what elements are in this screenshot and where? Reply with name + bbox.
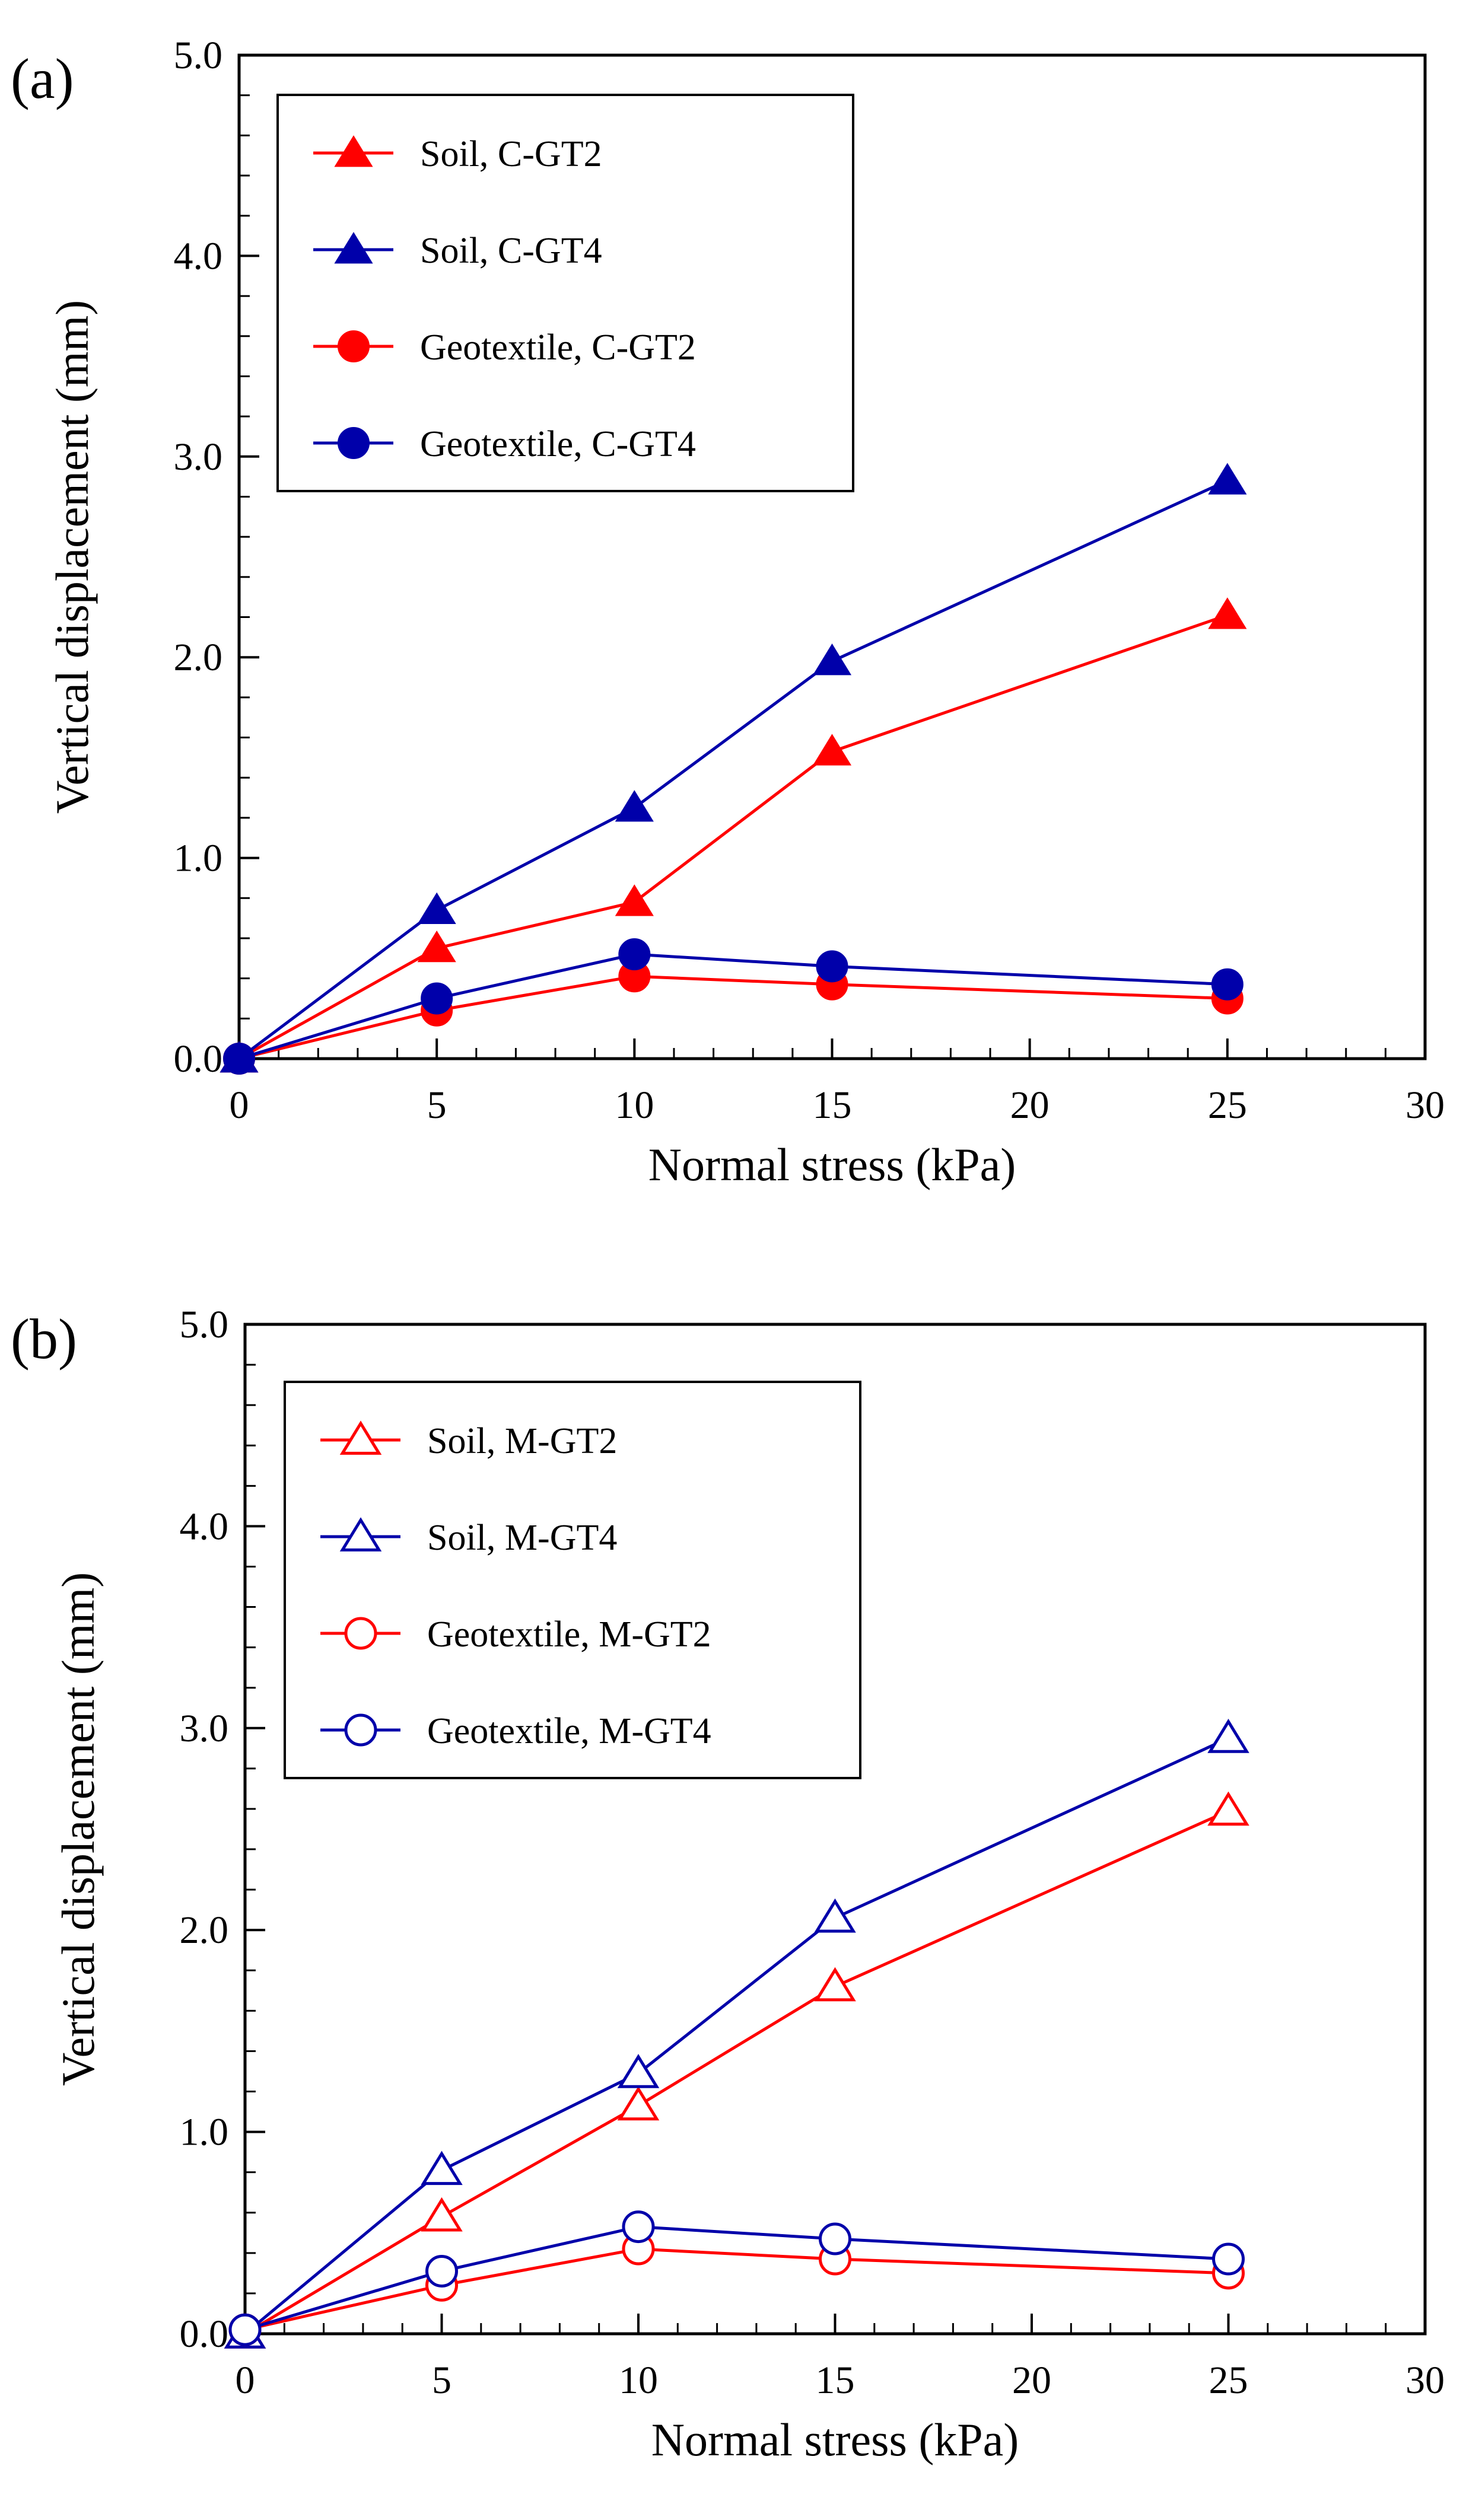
legend-label: Soil, M-GT2 [427, 1421, 617, 1461]
data-point [615, 790, 654, 822]
data-point [1212, 2242, 1245, 2276]
y-tick-label: 3.0 [180, 1707, 229, 1750]
legend-label: Soil, C-GT4 [420, 231, 602, 271]
data-point [816, 950, 848, 983]
x-tick-label: 5 [432, 2359, 451, 2402]
legend-label: Soil, C-GT2 [420, 134, 602, 174]
legend-label: Geotextile, M-GT4 [427, 1711, 711, 1751]
series-line [238, 479, 1228, 1060]
data-point [421, 982, 453, 1015]
x-tick-label: 15 [813, 1084, 852, 1127]
data-point [617, 2086, 660, 2121]
legend-item: Geotextile, M-GT2 [320, 1614, 711, 1655]
series-0 [224, 1791, 1249, 2349]
data-point [819, 2222, 851, 2255]
legend-label: Soil, M-GT4 [427, 1518, 617, 1558]
data-point [1208, 463, 1247, 495]
data-point [228, 2313, 262, 2346]
legend-marker [334, 232, 373, 264]
legend-item: Geotextile, C-GT2 [313, 327, 696, 368]
series-line [244, 2247, 1229, 2331]
y-tick-label: 4.0 [174, 234, 223, 278]
y-tick-label: 5.0 [180, 1303, 229, 1346]
data-point [1208, 597, 1247, 629]
legend: Soil, C-GT2 Soil, C-GT4 Geotextile, C-GT2 G… [276, 94, 854, 492]
x-tick-label: 10 [619, 2359, 658, 2402]
legend-marker [338, 330, 370, 362]
series-3 [223, 938, 1244, 1075]
data-point [421, 2151, 463, 2186]
x-tick-label: 20 [1010, 1084, 1050, 1127]
legend-label: Geotextile, M-GT2 [427, 1614, 711, 1655]
y-tick-label: 3.0 [174, 435, 223, 479]
y-axis-label: Vertical displacement (mm) [46, 300, 98, 814]
x-tick-label: 0 [230, 1084, 249, 1127]
legend-label: Geotextile, C-GT2 [420, 327, 696, 368]
legend: Soil, M-GT2 Soil, M-GT4 Geotextile, M-GT2 G… [284, 1381, 861, 1779]
legend-frame [284, 1381, 861, 1779]
data-point [1207, 1791, 1249, 1826]
y-tick-label: 5.0 [174, 34, 223, 77]
chart-panel-0: (a) 0.0 1.0 2.0 3.0 4.0 5.0 0 5 10 15 20 25 30 Normal … [11, 34, 1445, 1190]
x-tick-label: 30 [1405, 2359, 1445, 2402]
x-tick-label: 15 [816, 2359, 855, 2402]
data-point [618, 938, 651, 971]
data-point [814, 1967, 856, 2002]
data-point [622, 2210, 655, 2244]
legend-marker [339, 1517, 382, 1551]
x-tick-label: 30 [1405, 1084, 1445, 1127]
x-axis-label: Normal stress (kPa) [648, 1139, 1016, 1190]
legend-marker [338, 427, 370, 459]
y-axis-label: Vertical displacement (mm) [52, 1572, 104, 2086]
x-axis-label: Normal stress (kPa) [651, 2414, 1019, 2465]
data-point [617, 2054, 660, 2088]
legend-marker [344, 1617, 377, 1650]
legend-marker [339, 1420, 382, 1455]
data-point [814, 1898, 856, 1933]
data-point [223, 1043, 255, 1075]
data-point [615, 884, 654, 916]
legend-item: Soil, C-GT4 [313, 231, 602, 271]
legend-item: Soil, C-GT2 [313, 134, 602, 174]
y-tick-label: 2.0 [174, 636, 223, 679]
series-3 [228, 2210, 1245, 2346]
legend-item: Geotextile, C-GT4 [313, 424, 696, 464]
legend-marker [334, 135, 373, 167]
x-tick-label: 20 [1012, 2359, 1051, 2402]
series-0 [220, 597, 1247, 1073]
data-point [1211, 968, 1244, 1001]
x-tick-label: 0 [236, 2359, 255, 2402]
y-tick-label: 1.0 [180, 2111, 229, 2154]
data-point [417, 892, 456, 924]
data-point [1207, 1719, 1249, 1753]
x-tick-label: 10 [615, 1084, 654, 1127]
series-line [238, 974, 1228, 1060]
y-tick-label: 4.0 [180, 1505, 229, 1548]
data-point [425, 2254, 458, 2288]
legend-label: Geotextile, C-GT4 [420, 424, 696, 464]
data-point [812, 643, 852, 676]
x-tick-label: 5 [427, 1084, 447, 1127]
legend-item: Soil, M-GT4 [320, 1517, 617, 1558]
data-point [812, 734, 852, 766]
x-tick-label: 25 [1209, 2359, 1248, 2402]
legend-item: Geotextile, M-GT4 [320, 1711, 711, 1751]
chart-panel-1: (b) 0.0 1.0 2.0 3.0 4.0 5.0 0 5 10 15 20 25 30 Normal … [11, 1303, 1445, 2465]
y-tick-label: 0.0 [180, 2312, 229, 2356]
legend-item: Soil, M-GT2 [320, 1420, 617, 1461]
y-tick-label: 0.0 [174, 1037, 223, 1081]
legend-frame [276, 94, 854, 492]
y-tick-label: 2.0 [180, 1909, 229, 1952]
series-line [244, 2225, 1229, 2331]
legend-marker [344, 1713, 377, 1747]
panel-label: (b) [11, 1307, 77, 1371]
x-tick-label: 25 [1208, 1084, 1247, 1127]
panel-label: (a) [11, 47, 74, 110]
data-point [421, 2197, 463, 2232]
data-point [417, 930, 456, 963]
y-tick-label: 1.0 [174, 837, 223, 880]
series-line [238, 952, 1228, 1060]
